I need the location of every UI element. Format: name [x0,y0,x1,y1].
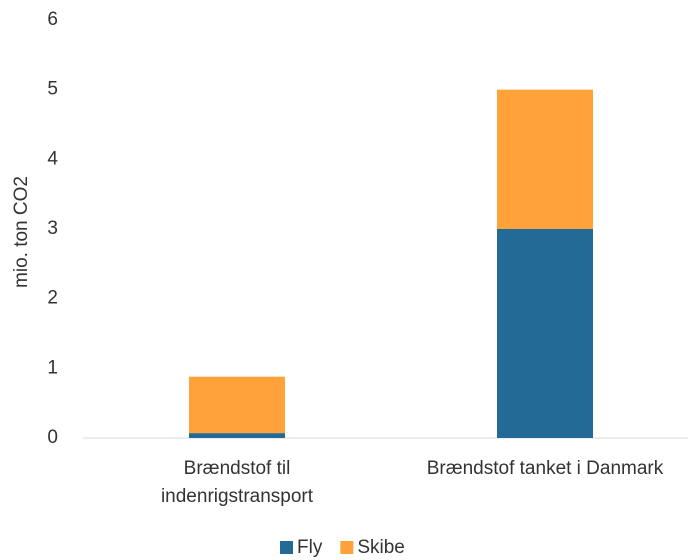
y-tick-label: 3 [47,218,58,239]
y-tick-label: 6 [47,9,58,30]
y-tick-label: 4 [47,148,58,169]
y-axis-label: mio. ton CO2 [11,176,32,288]
bar-segment [497,229,593,438]
y-tick-label: 1 [47,357,58,378]
bar-segment [189,433,285,438]
y-tick-label: 0 [47,427,58,448]
x-tick-label: Brændstof tanket i Danmark [426,458,664,479]
legend-label: Fly [297,537,323,558]
bar-segment [189,376,285,434]
y-tick-label: 5 [47,79,58,100]
x-tick-label: Brændstof til indenrigstransport [160,458,314,507]
legend-swatch [280,541,293,554]
bar-segment [497,89,593,230]
legend-label: Skibe [357,537,405,558]
y-tick-label: 2 [47,288,58,309]
legend-swatch [340,541,354,554]
